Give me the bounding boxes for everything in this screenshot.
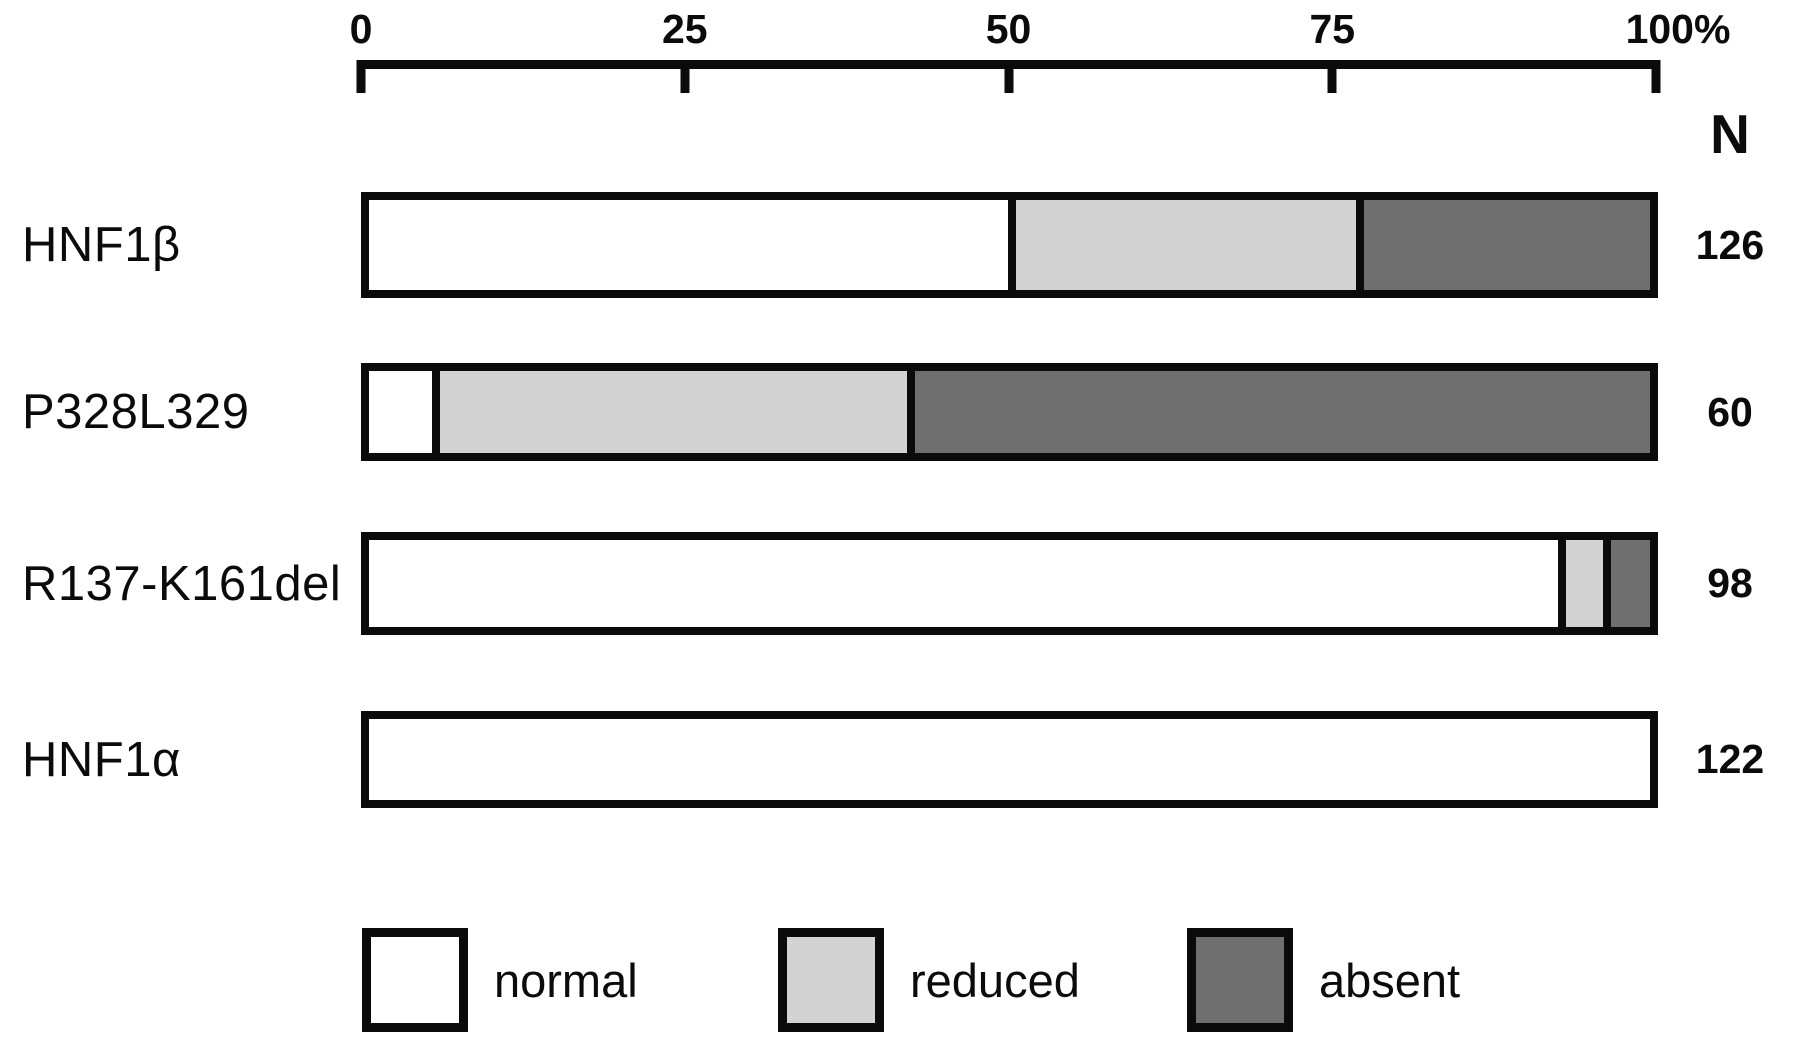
row-label-hnf1-: HNF1α [22,732,181,787]
n-value-1: 126 [1695,221,1765,268]
legend-swatch-absent [1187,928,1293,1032]
row-label-hnf1-: HNF1β [22,218,181,272]
legend-swatch-normal [362,928,468,1032]
bar-segment-reduced [432,371,908,453]
legend-item-absent: absent [1187,926,1460,1034]
axis-tick-label: 50 [985,6,1032,52]
stacked-bar-2 [361,363,1658,461]
axis-tick-25 [680,60,690,93]
row-label-r137-k161del: R137-K161del [22,556,342,611]
bar-segment-reduced [1558,540,1603,627]
bar-segment-normal [369,200,1008,290]
n-value-2: 60 [1707,388,1753,435]
axis-tick-75 [1327,60,1337,93]
legend-swatch-reduced [778,928,884,1032]
axis-tick-label: 25 [661,6,708,52]
axis-tick-label: 75 [1309,6,1356,52]
bar-segment-normal [369,719,1650,800]
n-column-header: N [1710,103,1750,165]
bar-segment-normal [369,540,1559,627]
n-value-4: 122 [1695,736,1765,782]
bar-segment-reduced [1007,200,1357,290]
stacked-bar-4 [361,711,1658,808]
axis-tick-label: 100% [1625,6,1731,52]
axis-tick-label: 0 [349,6,373,52]
stacked-bar-1 [361,192,1658,298]
legend-label-normal: normal [494,953,638,1007]
axis-tick-100 [1651,60,1661,93]
bar-segment-absent [1602,540,1650,627]
bar-segment-normal [369,371,433,453]
stacked-bar-3 [361,532,1658,635]
axis-tick-0 [356,60,366,93]
axis-tick-50 [1004,60,1013,93]
legend-item-normal: normal [362,926,638,1034]
n-value-3: 98 [1707,560,1753,606]
legend-label-absent: absent [1319,953,1461,1007]
legend-label-reduced: reduced [910,953,1080,1007]
legend-item-reduced: reduced [778,926,1080,1034]
bar-segment-absent [907,371,1650,453]
bar-segment-absent [1356,200,1650,290]
row-label-p328l329: P328L329 [22,385,250,439]
